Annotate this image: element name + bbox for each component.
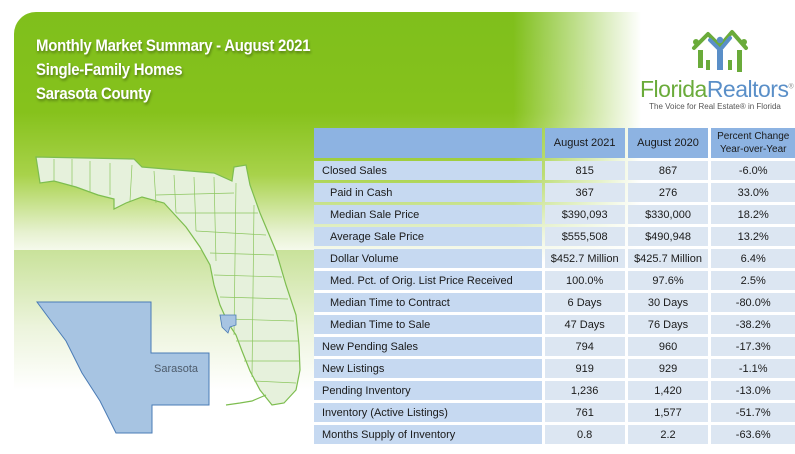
table-row: Average Sale Price $555,508 $490,948 13.2% xyxy=(314,227,795,246)
row-label: Inventory (Active Listings) xyxy=(314,403,542,422)
cell-aug2021: 1,236 xyxy=(544,381,625,400)
cell-aug2020: 30 Days xyxy=(627,293,709,312)
page-title: Monthly Market Summary - August 2021 Sin… xyxy=(36,34,311,106)
row-label: Median Sale Price xyxy=(314,205,542,224)
row-label: Months Supply of Inventory xyxy=(314,425,542,444)
title-line-3: Sarasota County xyxy=(36,84,151,103)
pct-header-line-2: Year-over-Year xyxy=(719,144,787,155)
cell-aug2021: 0.8 xyxy=(544,425,625,444)
table-row: New Pending Sales 794 960 -17.3% xyxy=(314,337,795,356)
table-row: Closed Sales 815 867 -6.0% xyxy=(314,161,795,180)
table-row: Med. Pct. of Orig. List Price Received 10… xyxy=(314,271,795,290)
cell-pct-change: -1.1% xyxy=(711,359,795,378)
cell-aug2021: $390,093 xyxy=(544,205,625,224)
cell-aug2020: 1,577 xyxy=(627,403,709,422)
title-line-1: Monthly Market Summary - August 2021 xyxy=(36,36,311,55)
logo-name-florida: Florida xyxy=(640,76,707,102)
row-label: Median Time to Contract xyxy=(314,293,542,312)
cell-aug2020: 76 Days xyxy=(627,315,709,334)
houses-people-icon xyxy=(692,30,748,72)
title-line-2: Single-Family Homes xyxy=(36,60,183,79)
cell-aug2020: 97.6% xyxy=(627,271,709,290)
cell-pct-change: 13.2% xyxy=(711,227,795,246)
sarasota-inset-shape xyxy=(36,301,210,434)
cell-aug2021: 47 Days xyxy=(544,315,625,334)
cell-aug2021: 794 xyxy=(544,337,625,356)
header-august-2021: August 2021 xyxy=(544,128,625,158)
cell-pct-change: 2.5% xyxy=(711,271,795,290)
logo-wordmark: FloridaRealtors® xyxy=(640,76,794,103)
cell-aug2021: 6 Days xyxy=(544,293,625,312)
cell-pct-change: -13.0% xyxy=(711,381,795,400)
cell-aug2020: $425.7 Million xyxy=(627,249,709,268)
cell-aug2020: 1,420 xyxy=(627,381,709,400)
cell-aug2020: 929 xyxy=(627,359,709,378)
cell-pct-change: -17.3% xyxy=(711,337,795,356)
table-row: Paid in Cash 367 276 33.0% xyxy=(314,183,795,202)
cell-aug2020: $490,948 xyxy=(627,227,709,246)
row-label: Pending Inventory xyxy=(314,381,542,400)
registered-mark: ® xyxy=(788,83,794,91)
sarasota-small-highlight xyxy=(219,314,237,334)
cell-aug2021: $452.7 Million xyxy=(544,249,625,268)
cell-aug2021: 815 xyxy=(544,161,625,180)
florida-state-shape xyxy=(35,156,301,406)
table-row: Dollar Volume $452.7 Million $425.7 Millio… xyxy=(314,249,795,268)
sarasota-label: Sarasota xyxy=(154,363,199,375)
cell-aug2020: $330,000 xyxy=(627,205,709,224)
cell-pct-change: 33.0% xyxy=(711,183,795,202)
cell-aug2021: 367 xyxy=(544,183,625,202)
cell-pct-change: 6.4% xyxy=(711,249,795,268)
cell-pct-change: -63.6% xyxy=(711,425,795,444)
row-label: Average Sale Price xyxy=(314,227,542,246)
cell-aug2020: 960 xyxy=(627,337,709,356)
cell-aug2020: 867 xyxy=(627,161,709,180)
cell-aug2020: 276 xyxy=(627,183,709,202)
table-row: New Listings 919 929 -1.1% xyxy=(314,359,795,378)
row-label: Median Time to Sale xyxy=(314,315,542,334)
row-label: Med. Pct. of Orig. List Price Received xyxy=(314,271,542,290)
logo-tagline: The Voice for Real Estate® in Florida xyxy=(649,102,781,111)
cell-aug2021: $555,508 xyxy=(544,227,625,246)
logo-name-realtors: Realtors xyxy=(706,76,789,102)
cell-aug2021: 100.0% xyxy=(544,271,625,290)
cell-pct-change: -38.2% xyxy=(711,315,795,334)
row-label: Paid in Cash xyxy=(314,183,542,202)
cell-pct-change: -6.0% xyxy=(711,161,795,180)
row-label: New Listings xyxy=(314,359,542,378)
florida-county-map: Sarasota xyxy=(35,156,301,434)
cell-pct-change: 18.2% xyxy=(711,205,795,224)
table-row: Median Time to Sale 47 Days 76 Days -38.2% xyxy=(314,315,795,334)
pct-header-line-1: Percent Change xyxy=(717,131,790,142)
cell-pct-change: -80.0% xyxy=(711,293,795,312)
cell-aug2021: 919 xyxy=(544,359,625,378)
table-row: Median Time to Contract 6 Days 30 Days -80.… xyxy=(314,293,795,312)
row-label: Dollar Volume xyxy=(314,249,542,268)
header-august-2020: August 2020 xyxy=(627,128,709,158)
florida-realtors-logo: FloridaRealtors® The Voice for Real Esta… xyxy=(640,26,794,116)
table-row: Inventory (Active Listings) 761 1,577 -51.7… xyxy=(314,403,795,422)
cell-aug2020: 2.2 xyxy=(627,425,709,444)
cell-pct-change: -51.7% xyxy=(711,403,795,422)
row-label: Closed Sales xyxy=(314,161,542,180)
table-row: Months Supply of Inventory 0.8 2.2 -63.6% xyxy=(314,425,795,444)
row-label: New Pending Sales xyxy=(314,337,542,356)
market-summary-table: August 2021 August 2020 Percent Change Y… xyxy=(311,125,795,447)
table-row: Pending Inventory 1,236 1,420 -13.0% xyxy=(314,381,795,400)
cell-aug2021: 761 xyxy=(544,403,625,422)
table-row: Median Sale Price $390,093 $330,000 18.2% xyxy=(314,205,795,224)
table-header-row: August 2021 August 2020 Percent Change Y… xyxy=(314,128,795,158)
header-blank-cell xyxy=(314,128,542,158)
header-percent-change: Percent Change Year-over-Year xyxy=(711,128,795,158)
